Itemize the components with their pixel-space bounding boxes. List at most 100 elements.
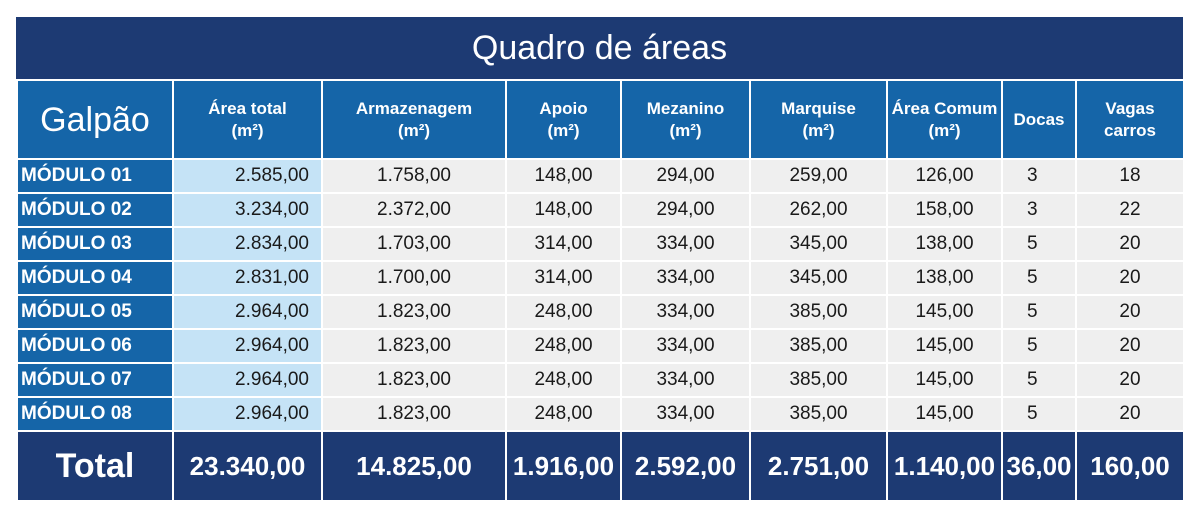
header-row: Galpão Área total (m²) Armazenagem (m²) Ap… (16, 79, 1185, 160)
cell-area-total: 2.964,00 (172, 294, 323, 330)
cell-area-comum: 126,00 (886, 158, 1003, 194)
cell-marquise: 385,00 (749, 396, 888, 432)
col-header-marquise: Marquise (m²) (749, 79, 888, 160)
total-apoio: 1.916,00 (505, 430, 622, 502)
cell-area-total: 2.964,00 (172, 328, 323, 364)
cell-docas: 5 (1001, 396, 1077, 432)
total-area-comum: 1.140,00 (886, 430, 1003, 502)
cell-vagas: 20 (1075, 396, 1185, 432)
col-header-label: Docas (1013, 109, 1065, 129)
total-area-total: 23.340,00 (172, 430, 323, 502)
total-row: Total 23.340,00 14.825,00 1.916,00 2.592… (16, 430, 1185, 502)
cell-armazenagem: 1.823,00 (321, 294, 507, 330)
cell-area-total: 2.834,00 (172, 226, 323, 262)
cell-apoio: 148,00 (505, 192, 622, 228)
table-row: MÓDULO 05 2.964,00 1.823,00 248,00 334,0… (16, 294, 1185, 330)
cell-apoio: 248,00 (505, 396, 622, 432)
cell-mezanino: 334,00 (620, 328, 751, 364)
cell-docas: 5 (1001, 226, 1077, 262)
cell-armazenagem: 1.703,00 (321, 226, 507, 262)
cell-modulo: MÓDULO 04 (16, 260, 174, 296)
table-row: MÓDULO 02 3.234,00 2.372,00 148,00 294,0… (16, 192, 1185, 228)
cell-modulo: MÓDULO 08 (16, 396, 174, 432)
cell-area-total: 2.585,00 (172, 158, 323, 194)
total-docas: 36,00 (1001, 430, 1077, 502)
areas-table: Galpão Área total (m²) Armazenagem (m²) Ap… (16, 79, 1185, 502)
cell-area-comum: 158,00 (886, 192, 1003, 228)
col-header-unit: (m²) (397, 120, 431, 140)
total-armazenagem: 14.825,00 (321, 430, 507, 502)
cell-marquise: 345,00 (749, 226, 888, 262)
col-header-galpao: Galpão (16, 79, 174, 160)
col-header-unit: carros (1104, 120, 1156, 140)
col-header-unit: (m²) (928, 120, 961, 140)
table-row: MÓDULO 08 2.964,00 1.823,00 248,00 334,0… (16, 396, 1185, 432)
cell-armazenagem: 1.823,00 (321, 328, 507, 364)
cell-docas: 5 (1001, 260, 1077, 296)
cell-mezanino: 294,00 (620, 158, 751, 194)
col-header-label: Armazenagem (355, 98, 473, 118)
cell-marquise: 385,00 (749, 294, 888, 330)
cell-docas: 3 (1001, 158, 1077, 194)
cell-vagas: 20 (1075, 226, 1185, 262)
col-header-unit: (m²) (669, 120, 702, 140)
col-header-label: Área Comum (891, 98, 998, 118)
table-row: MÓDULO 06 2.964,00 1.823,00 248,00 334,0… (16, 328, 1185, 364)
cell-marquise: 345,00 (749, 260, 888, 296)
cell-docas: 3 (1001, 192, 1077, 228)
cell-apoio: 248,00 (505, 362, 622, 398)
col-header-area-comum: Área Comum (m²) (886, 79, 1003, 160)
cell-docas: 5 (1001, 328, 1077, 364)
cell-modulo: MÓDULO 06 (16, 328, 174, 364)
table-row: MÓDULO 04 2.831,00 1.700,00 314,00 334,0… (16, 260, 1185, 296)
table-title: Quadro de áreas (16, 17, 1183, 79)
cell-armazenagem: 1.700,00 (321, 260, 507, 296)
cell-area-comum: 145,00 (886, 396, 1003, 432)
cell-mezanino: 294,00 (620, 192, 751, 228)
cell-armazenagem: 1.823,00 (321, 396, 507, 432)
cell-apoio: 148,00 (505, 158, 622, 194)
cell-apoio: 314,00 (505, 226, 622, 262)
cell-area-comum: 138,00 (886, 226, 1003, 262)
cell-vagas: 20 (1075, 260, 1185, 296)
table-row: MÓDULO 01 2.585,00 1.758,00 148,00 294,0… (16, 158, 1185, 194)
cell-modulo: MÓDULO 02 (16, 192, 174, 228)
col-header-unit: (m²) (802, 120, 835, 140)
total-mezanino: 2.592,00 (620, 430, 751, 502)
cell-apoio: 248,00 (505, 328, 622, 364)
cell-mezanino: 334,00 (620, 226, 751, 262)
col-header-label: Mezanino (646, 98, 725, 118)
cell-area-total: 2.964,00 (172, 396, 323, 432)
total-marquise: 2.751,00 (749, 430, 888, 502)
cell-area-comum: 145,00 (886, 294, 1003, 330)
cell-vagas: 18 (1075, 158, 1185, 194)
col-header-mezanino: Mezanino (m²) (620, 79, 751, 160)
cell-vagas: 20 (1075, 294, 1185, 330)
table-row: MÓDULO 07 2.964,00 1.823,00 248,00 334,0… (16, 362, 1185, 398)
cell-docas: 5 (1001, 362, 1077, 398)
cell-marquise: 385,00 (749, 362, 888, 398)
cell-mezanino: 334,00 (620, 260, 751, 296)
col-header-label: Marquise (781, 98, 856, 118)
col-header-label: Apoio (539, 98, 588, 118)
cell-armazenagem: 2.372,00 (321, 192, 507, 228)
cell-area-total: 3.234,00 (172, 192, 323, 228)
cell-vagas: 20 (1075, 328, 1185, 364)
cell-apoio: 314,00 (505, 260, 622, 296)
col-header-armazenagem: Armazenagem (m²) (321, 79, 507, 160)
col-header-label: Galpão (40, 100, 150, 139)
col-header-label: Área total (208, 98, 287, 118)
areas-table-frame: Quadro de áreas Galpão Área total (m²) Ar… (16, 17, 1185, 502)
col-header-docas: Docas (1001, 79, 1077, 160)
cell-modulo: MÓDULO 01 (16, 158, 174, 194)
col-header-unit: (m²) (547, 120, 580, 140)
col-header-vagas: Vagas carros (1075, 79, 1185, 160)
col-header-apoio: Apoio (m²) (505, 79, 622, 160)
total-vagas: 160,00 (1075, 430, 1185, 502)
col-header-area-total: Área total (m²) (172, 79, 323, 160)
cell-area-total: 2.964,00 (172, 362, 323, 398)
cell-modulo: MÓDULO 07 (16, 362, 174, 398)
cell-area-comum: 138,00 (886, 260, 1003, 296)
cell-docas: 5 (1001, 294, 1077, 330)
cell-area-total: 2.831,00 (172, 260, 323, 296)
